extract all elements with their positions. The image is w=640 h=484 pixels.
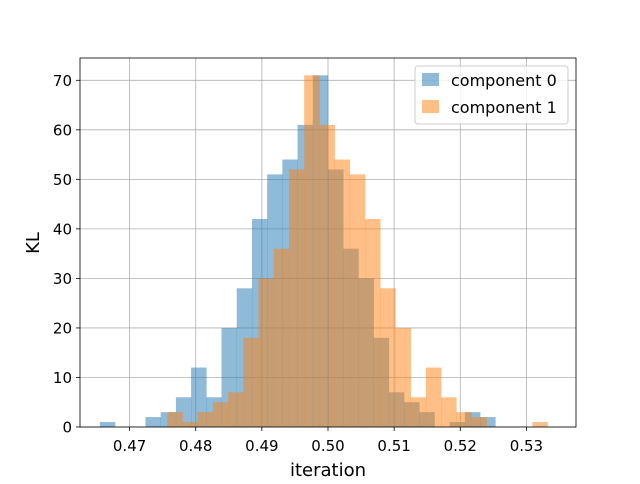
histogram-bar <box>456 412 472 427</box>
y-tick-label: 10 <box>53 369 72 387</box>
x-tick-label: 0.49 <box>245 437 278 455</box>
x-tick-label: 0.51 <box>377 437 410 455</box>
histogram-bar <box>99 422 116 427</box>
histogram-bar <box>349 174 366 427</box>
y-tick-label: 60 <box>53 121 72 139</box>
histogram-bar <box>471 417 488 427</box>
histogram-bar <box>304 75 320 427</box>
y-tick-label: 70 <box>53 72 72 90</box>
x-tick-label: 0.53 <box>510 437 543 455</box>
legend-swatch-component-1 <box>422 100 439 113</box>
histogram-bar <box>167 412 183 427</box>
histogram-bar <box>380 288 396 427</box>
histogram-bar <box>319 124 335 427</box>
y-axis-label: KL <box>23 232 44 254</box>
series-1-bars <box>167 75 548 428</box>
ticks-layer: 0.47 0.48 0.49 0.50 0.51 0.52 0.53 0 10 20 30 40 50 6… <box>53 72 543 455</box>
histogram-bar <box>480 417 496 427</box>
histogram-bar <box>273 248 290 427</box>
histogram-bar <box>212 402 229 427</box>
histogram-bar <box>243 337 259 427</box>
x-axis-label: iteration <box>290 460 366 480</box>
histogram-bar <box>197 412 214 427</box>
histogram-bar <box>288 169 305 428</box>
histogram-bar <box>532 422 548 427</box>
histogram-bar <box>182 422 199 427</box>
legend-label-component-0: component 0 <box>451 71 557 90</box>
y-tick-label: 20 <box>53 319 72 337</box>
legend-swatch-component-0 <box>422 73 439 86</box>
x-tick-label: 0.50 <box>311 437 344 455</box>
y-tick-label: 30 <box>53 270 72 288</box>
y-tick-label: 0 <box>62 419 72 437</box>
histogram-bar <box>395 327 411 427</box>
x-tick-label: 0.52 <box>444 437 477 455</box>
bars-layer <box>99 75 548 428</box>
legend-label-component-1: component 1 <box>451 98 557 117</box>
legend-frame <box>414 65 569 125</box>
x-tick-label: 0.47 <box>113 437 146 455</box>
legend: component 0 component 1 <box>414 65 569 125</box>
histogram-bar <box>410 397 427 427</box>
histogram-bar <box>258 278 275 427</box>
histogram-bar <box>425 367 442 427</box>
histogram-bar <box>228 392 244 427</box>
histogram-bar <box>365 218 381 427</box>
y-tick-label: 40 <box>53 220 72 238</box>
x-tick-label: 0.48 <box>179 437 212 455</box>
y-tick-label: 50 <box>53 171 72 189</box>
histogram-bar <box>441 397 457 427</box>
histogram-bar <box>145 417 161 427</box>
histogram-bar <box>334 159 351 427</box>
